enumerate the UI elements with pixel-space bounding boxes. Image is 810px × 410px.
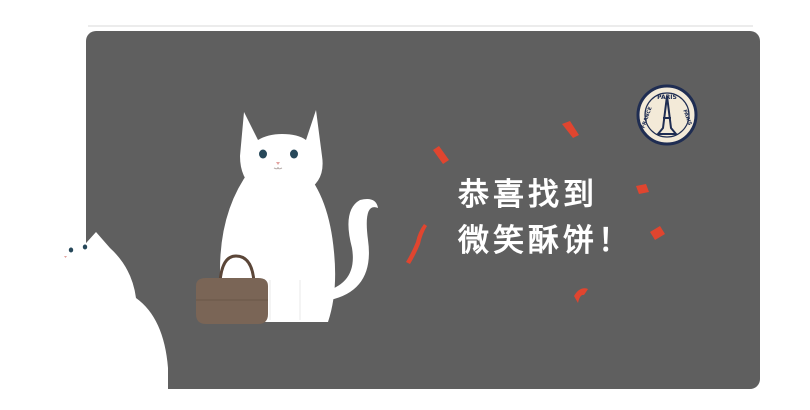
message-line-1: 恭喜找到 <box>458 177 598 213</box>
found-cookie-message: 恭喜找到 微笑酥饼！ <box>458 172 633 264</box>
confetti-piece <box>650 226 665 240</box>
confetti <box>406 121 665 303</box>
badge-right-text: PARIS <box>681 109 692 127</box>
handbag-illustration <box>196 254 268 324</box>
confetti-piece <box>636 184 649 194</box>
confetti-piece <box>562 121 579 138</box>
divider <box>88 25 753 27</box>
confetti-piece <box>574 288 588 303</box>
badge-top-text: PARIS <box>657 94 677 101</box>
peeking-cat-illustration <box>8 232 168 410</box>
confetti-piece <box>433 146 449 164</box>
paris-badge: PARIS FRANCE PARIS <box>636 84 698 146</box>
confetti-piece <box>406 224 427 264</box>
message-line-2: 微笑酥饼！ <box>458 223 633 259</box>
eiffel-tower-icon <box>655 95 679 135</box>
popup-card <box>86 31 760 389</box>
